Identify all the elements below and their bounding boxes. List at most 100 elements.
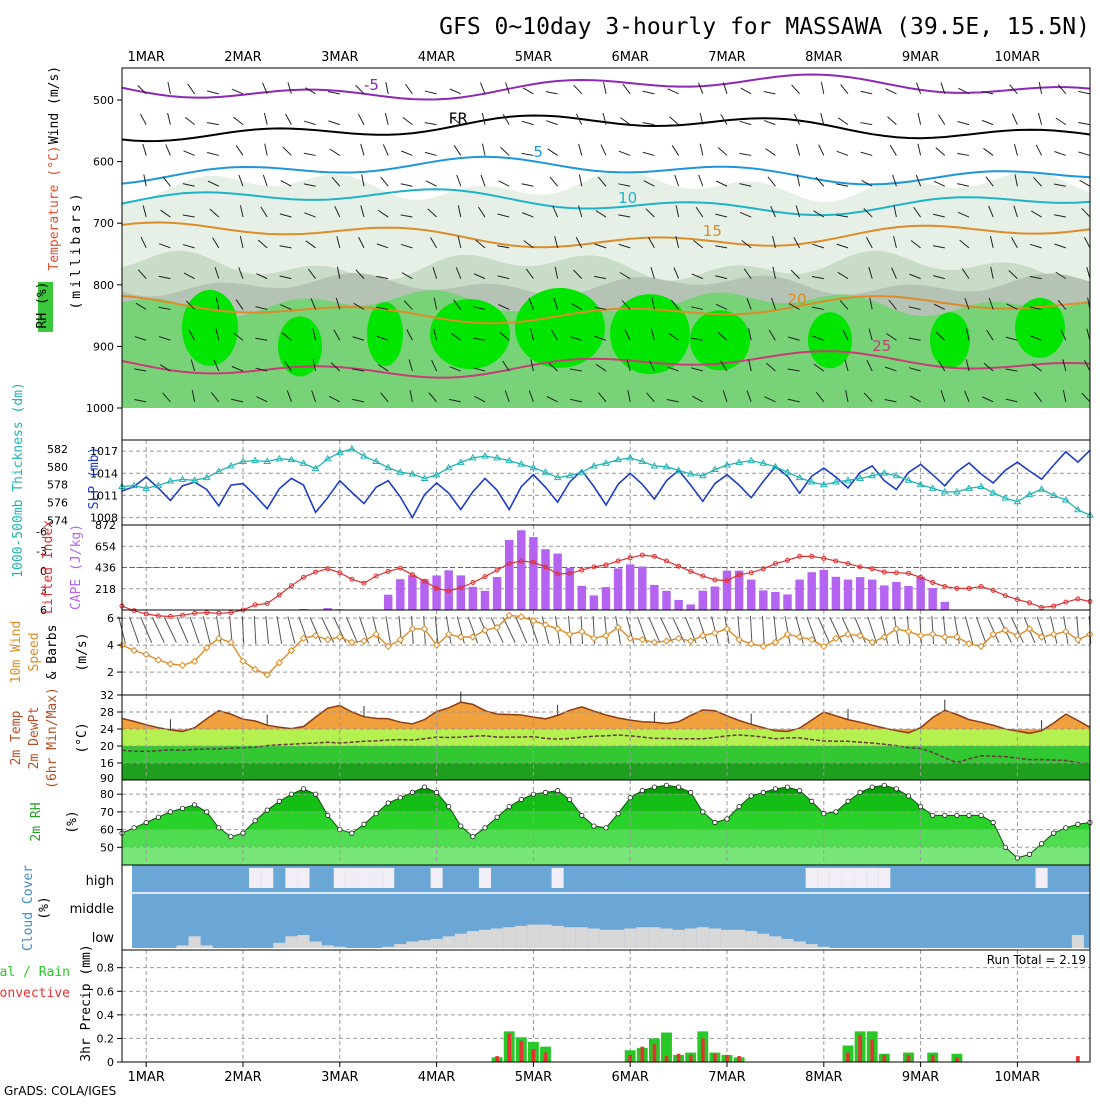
rh-marker: [592, 824, 596, 828]
cape-bar: [493, 577, 501, 610]
low-cloud-bar: [781, 939, 793, 948]
rh-marker: [398, 796, 402, 800]
low-cloud-bar: [612, 930, 624, 948]
low-cloud-bar: [491, 929, 503, 949]
high-cloud-gap: [285, 868, 297, 888]
cape-bar: [916, 577, 924, 610]
cloud-ylabel: Cloud Cover: [21, 865, 36, 951]
ua-below: [122, 410, 1090, 440]
low-cloud-bar: [479, 930, 491, 948]
bottom-date-label: 3MAR: [321, 1070, 358, 1085]
precip-conv-bar: [870, 1040, 874, 1062]
ytick-label: 2: [107, 666, 114, 679]
rh-marker: [1052, 831, 1056, 835]
low-cloud-bar: [515, 926, 527, 948]
rh-marker: [422, 785, 426, 789]
low-cloud-bar: [648, 927, 660, 948]
top-date-label: 5MAR: [515, 50, 552, 65]
low-cloud-bar: [176, 945, 188, 948]
cape-bar: [856, 577, 864, 610]
isotherm-label: 20: [788, 290, 807, 308]
precip-ylabel-2: Total / Rain: [0, 965, 70, 980]
rh-marker: [785, 785, 789, 789]
rh-marker: [241, 831, 245, 835]
rh-marker: [386, 801, 390, 805]
rh-marker: [858, 790, 862, 794]
high-cloud-gap: [297, 868, 309, 888]
ytick-label: 4: [107, 639, 114, 652]
ytick-label: 700: [93, 217, 114, 230]
rh-marker: [822, 811, 826, 815]
rh-marker: [713, 820, 717, 824]
top-date-label: 8MAR: [805, 50, 842, 65]
high-cloud-gap: [346, 868, 358, 888]
bottom-date-label: 6MAR: [611, 1070, 648, 1085]
ytick-label: 50: [100, 841, 114, 854]
ytick-label: 6: [107, 612, 114, 625]
cloud-ylabel-unit: (%): [37, 896, 52, 919]
cape-bar: [674, 600, 682, 610]
low-cloud-bar: [382, 947, 394, 948]
top-date-label: 4MAR: [418, 50, 455, 65]
cape-bar: [602, 587, 610, 610]
cape-bar: [868, 580, 876, 610]
isotherm-label: 15: [703, 222, 722, 240]
low-cloud-bar: [600, 930, 612, 948]
high-cloud-gap: [479, 868, 491, 888]
cape-bar: [759, 590, 767, 610]
bottom-date-label: 10MAR: [995, 1070, 1041, 1085]
stab-ylabel-cape: CAPE (J/kg): [69, 524, 84, 610]
rh-marker: [725, 817, 729, 821]
low-cloud-bar: [588, 929, 600, 949]
cape-bar: [517, 530, 525, 610]
rh-marker: [967, 813, 971, 817]
cape-bar: [614, 568, 622, 610]
stab-ylabel-li: Lifted Index: [41, 520, 56, 614]
low-cloud-bar: [636, 927, 648, 948]
temp-band: [122, 746, 1090, 763]
ytick-label: 32: [100, 689, 114, 702]
rh-high-blob: [182, 290, 238, 366]
rh-marker: [326, 813, 330, 817]
precip-conv-bar: [931, 1055, 935, 1062]
bottom-date-label: 2MAR: [224, 1070, 261, 1085]
low-cloud-bar: [673, 930, 685, 948]
cape-bar: [553, 554, 561, 610]
rh-marker: [277, 799, 281, 803]
high-cloud-gap: [261, 868, 273, 888]
cape-bar: [844, 580, 852, 610]
rh-marker: [894, 787, 898, 791]
low-cloud-bar: [794, 942, 806, 949]
low-cloud-bar: [721, 930, 733, 948]
rh-marker: [955, 813, 959, 817]
low-cloud-bar: [285, 936, 297, 948]
rh-marker: [580, 813, 584, 817]
low-cloud-bar: [564, 927, 576, 948]
high-cloud-gap: [878, 868, 890, 888]
bottom-date-label: 8MAR: [805, 1070, 842, 1085]
isotherm-label: 10: [618, 189, 637, 207]
rh-ylabel: 2m RH: [29, 802, 44, 841]
rh-marker: [447, 804, 451, 808]
ua-ylabel-wind: Wind (m/s): [47, 66, 62, 144]
rh-marker: [459, 824, 463, 828]
cape-bar: [420, 579, 428, 610]
precip-conv-bar: [907, 1055, 911, 1062]
rh-marker: [374, 811, 378, 815]
rh-marker: [1039, 842, 1043, 846]
precip-conv-bar: [858, 1035, 862, 1062]
wind-ylabel-1: 10m Wind: [9, 621, 24, 684]
precip-conv-bar: [653, 1044, 657, 1062]
rh-marker: [749, 794, 753, 798]
top-date-label: 9MAR: [902, 50, 939, 65]
bottom-date-label: 5MAR: [515, 1070, 552, 1085]
cape-bar: [457, 575, 465, 610]
high-cloud-gap: [842, 868, 854, 888]
rh-marker: [616, 811, 620, 815]
precip-conv-bar: [713, 1054, 717, 1062]
rh-marker: [156, 815, 160, 819]
ytick-label: 16: [100, 757, 114, 770]
low-cloud-bar: [527, 925, 539, 948]
low-cloud-bar: [431, 939, 443, 948]
low-cloud-bar: [624, 929, 636, 949]
